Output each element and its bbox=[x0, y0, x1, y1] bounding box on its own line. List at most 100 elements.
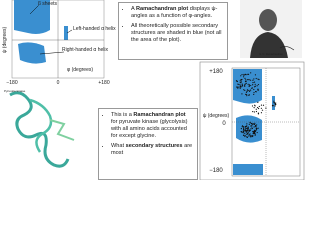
scatter-dot bbox=[241, 126, 243, 128]
scatter-dot bbox=[255, 77, 257, 80]
scatter-dot bbox=[240, 79, 242, 81]
scatter-dot bbox=[253, 123, 256, 125]
scatter-dot bbox=[243, 84, 246, 86]
scatter-dot bbox=[246, 133, 248, 135]
scatter-dot bbox=[252, 123, 254, 125]
scatter-dot bbox=[255, 126, 257, 128]
scatter-dot bbox=[244, 130, 247, 132]
scatter-dot bbox=[255, 108, 257, 110]
scatter-dot bbox=[251, 124, 253, 126]
scatter-dot bbox=[257, 83, 260, 86]
scatter-dot bbox=[247, 83, 249, 85]
scatter-dot bbox=[235, 86, 238, 88]
scatter-dot bbox=[246, 136, 248, 138]
scatter-dot bbox=[239, 80, 241, 82]
axis-label: φ (degrees) bbox=[67, 67, 93, 73]
bullet-list: A Ramachandran plot displays ψ-angles as… bbox=[123, 6, 223, 44]
scatter-dot bbox=[252, 130, 254, 133]
scatter-dot bbox=[246, 93, 248, 96]
pointer bbox=[29, 5, 39, 15]
bullet: A Ramachandran plot displays ψ-angles as… bbox=[131, 6, 223, 20]
text: displays ψ-angles as a function of φ-ang… bbox=[131, 6, 218, 19]
scatter-dot bbox=[237, 87, 239, 89]
scatter-dot bbox=[246, 90, 248, 92]
scatter-dot bbox=[243, 126, 245, 128]
lower-region bbox=[233, 164, 263, 175]
text: A bbox=[131, 6, 136, 12]
left-helix-region bbox=[64, 26, 68, 40]
pointer bbox=[66, 29, 73, 34]
scatter-dot bbox=[249, 89, 252, 91]
scatter-dot bbox=[271, 105, 274, 107]
scatter-dot bbox=[239, 87, 241, 89]
scatter-dot bbox=[253, 93, 255, 96]
scatter-dot bbox=[240, 75, 242, 77]
ribbon bbox=[9, 91, 70, 168]
scatter-dot bbox=[256, 127, 258, 130]
scatter-dot bbox=[254, 83, 256, 85]
scatter-dot bbox=[258, 105, 260, 108]
scatter-dot bbox=[251, 87, 253, 89]
text: This is a bbox=[111, 112, 134, 118]
scatter-dot bbox=[241, 84, 243, 86]
scatter-dot bbox=[252, 81, 254, 84]
scatter-dot bbox=[245, 79, 247, 81]
scatter-dot bbox=[257, 127, 259, 129]
scatter-dot bbox=[248, 94, 250, 96]
scatter-dot bbox=[255, 129, 257, 131]
scatter-dot bbox=[260, 104, 263, 106]
bottom-plot: +180 ψ (degrees) 0 −180 bbox=[199, 61, 305, 180]
scatter-dot bbox=[252, 133, 254, 135]
scatter-dot bbox=[258, 107, 260, 110]
scatter-dot bbox=[240, 86, 242, 88]
photo-head bbox=[259, 9, 277, 31]
scatter-dot bbox=[252, 110, 254, 113]
text: for pyruvate kinase (glycolysis) with al… bbox=[111, 119, 188, 139]
text: What bbox=[111, 143, 126, 149]
scatter-dot bbox=[254, 134, 256, 136]
scatter-dot bbox=[258, 78, 260, 81]
scatter-dot bbox=[249, 90, 251, 92]
scatter-dot bbox=[253, 107, 255, 109]
scatter-dot bbox=[260, 107, 262, 109]
example-box: This is a Ramachandran plot for pyruvate… bbox=[98, 108, 198, 180]
scatter-dot bbox=[251, 127, 253, 130]
scatter-dot bbox=[246, 95, 248, 97]
scatter-dot bbox=[255, 125, 257, 127]
text: are most bbox=[111, 143, 193, 156]
text: secondary structures bbox=[125, 143, 183, 149]
scatter-dot bbox=[261, 109, 264, 111]
scatter-dot bbox=[245, 82, 247, 84]
bullet: This is a Ramachandran plot for pyruvate… bbox=[111, 112, 193, 140]
scatter-dot bbox=[245, 131, 247, 133]
scatter-dot bbox=[253, 78, 255, 80]
scatter-dot bbox=[248, 134, 250, 136]
scatter-dot bbox=[241, 131, 243, 133]
scatter-dot bbox=[273, 100, 275, 102]
scatter-dot bbox=[242, 129, 245, 131]
scatter-dot bbox=[244, 89, 246, 92]
beta-region bbox=[14, 0, 50, 34]
bullet: What secondary structures are most bbox=[111, 143, 193, 157]
slide-graphics: β sheets Left-handed α helix Right-hande… bbox=[2, 0, 305, 180]
slide: β sheets Left-handed α helix Right-hande… bbox=[0, 0, 320, 180]
scatter-dot bbox=[245, 91, 248, 93]
scatter-dot bbox=[244, 85, 246, 87]
scatter-dot bbox=[244, 80, 247, 83]
tick-label: −180 bbox=[6, 80, 17, 86]
scatter-dot bbox=[237, 86, 239, 88]
scatter-dot bbox=[240, 128, 242, 130]
scatter-dot bbox=[248, 79, 250, 81]
scatter-dot bbox=[250, 122, 253, 125]
scatter-dot bbox=[242, 76, 245, 78]
scatter-dot bbox=[257, 78, 259, 80]
scatter-dot bbox=[247, 73, 249, 75]
scatter-dot bbox=[246, 129, 248, 131]
scatter-dot bbox=[248, 135, 250, 137]
scatter-dot bbox=[257, 112, 260, 114]
right-helix-region bbox=[18, 42, 46, 64]
text: All theoretically possible secondary str… bbox=[131, 23, 222, 43]
scatter-dot bbox=[243, 73, 245, 76]
scatter-dot bbox=[257, 106, 259, 109]
bullet-list: This is a Ramachandran plot for pyruvate… bbox=[103, 112, 193, 157]
